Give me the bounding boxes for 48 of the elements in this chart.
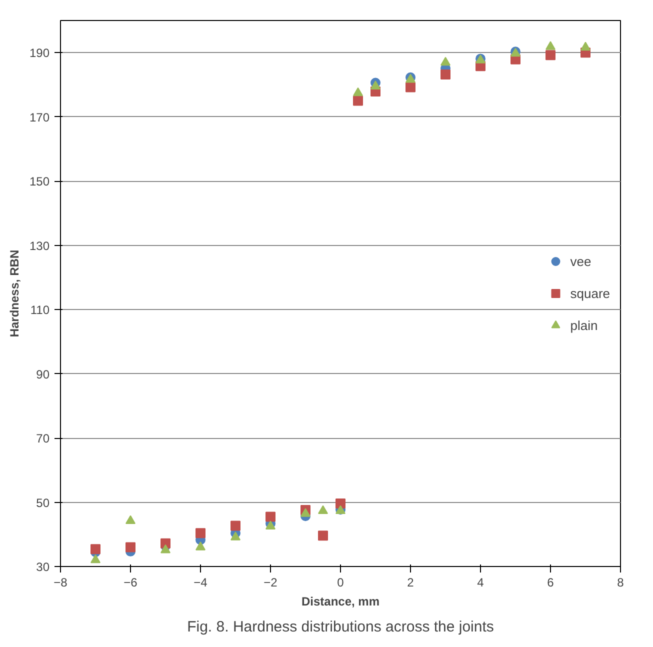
x-tick-label: −8 [54, 576, 68, 590]
x-tick-label: 6 [547, 576, 554, 590]
point [318, 505, 328, 514]
x-tick-label: −6 [124, 576, 138, 590]
point [353, 96, 363, 106]
y-tick-label: 90 [36, 367, 50, 382]
y-tick-label: 190 [29, 46, 50, 60]
point [440, 56, 450, 66]
point [126, 542, 136, 552]
y-tick-label: 110 [30, 303, 50, 318]
caption: Fig. 8. Hardness distributions across the joints [187, 618, 494, 636]
legend-label: plain [570, 318, 598, 332]
point [336, 498, 346, 509]
point [230, 520, 240, 531]
x-tick-label: 2 [407, 576, 414, 590]
point [406, 82, 416, 92]
y-axis-title: Hardness, RBN [7, 250, 22, 338]
point [126, 515, 136, 524]
point [546, 50, 556, 60]
point [160, 544, 170, 554]
y-tick-label: 130 [29, 238, 50, 253]
x-tick-label: 0 [337, 576, 344, 590]
point [353, 87, 363, 96]
point [196, 542, 206, 550]
point [318, 530, 328, 541]
x-axis-title: Distance, mm [301, 594, 380, 608]
point [546, 41, 556, 50]
point [300, 508, 310, 517]
point [196, 528, 206, 538]
point [266, 512, 276, 522]
y-tick-label: 50 [36, 496, 50, 510]
point [580, 42, 590, 51]
y-tick-label: 30 [36, 560, 50, 574]
y-tick-label: 150 [29, 174, 50, 189]
point [230, 532, 240, 540]
point [370, 80, 380, 90]
point [90, 554, 100, 564]
y-tick-label: 70 [36, 432, 50, 446]
point [266, 520, 276, 530]
legend-label: square [570, 286, 610, 300]
x-tick-label: 4 [477, 576, 484, 590]
y-tick-label: 170 [29, 110, 50, 124]
point [90, 544, 100, 554]
x-tick-label: −4 [194, 576, 208, 590]
point [440, 69, 450, 80]
legend-label: vee [570, 254, 592, 268]
x-tick-label: 8 [617, 576, 624, 590]
x-tick-label: −2 [264, 576, 278, 590]
